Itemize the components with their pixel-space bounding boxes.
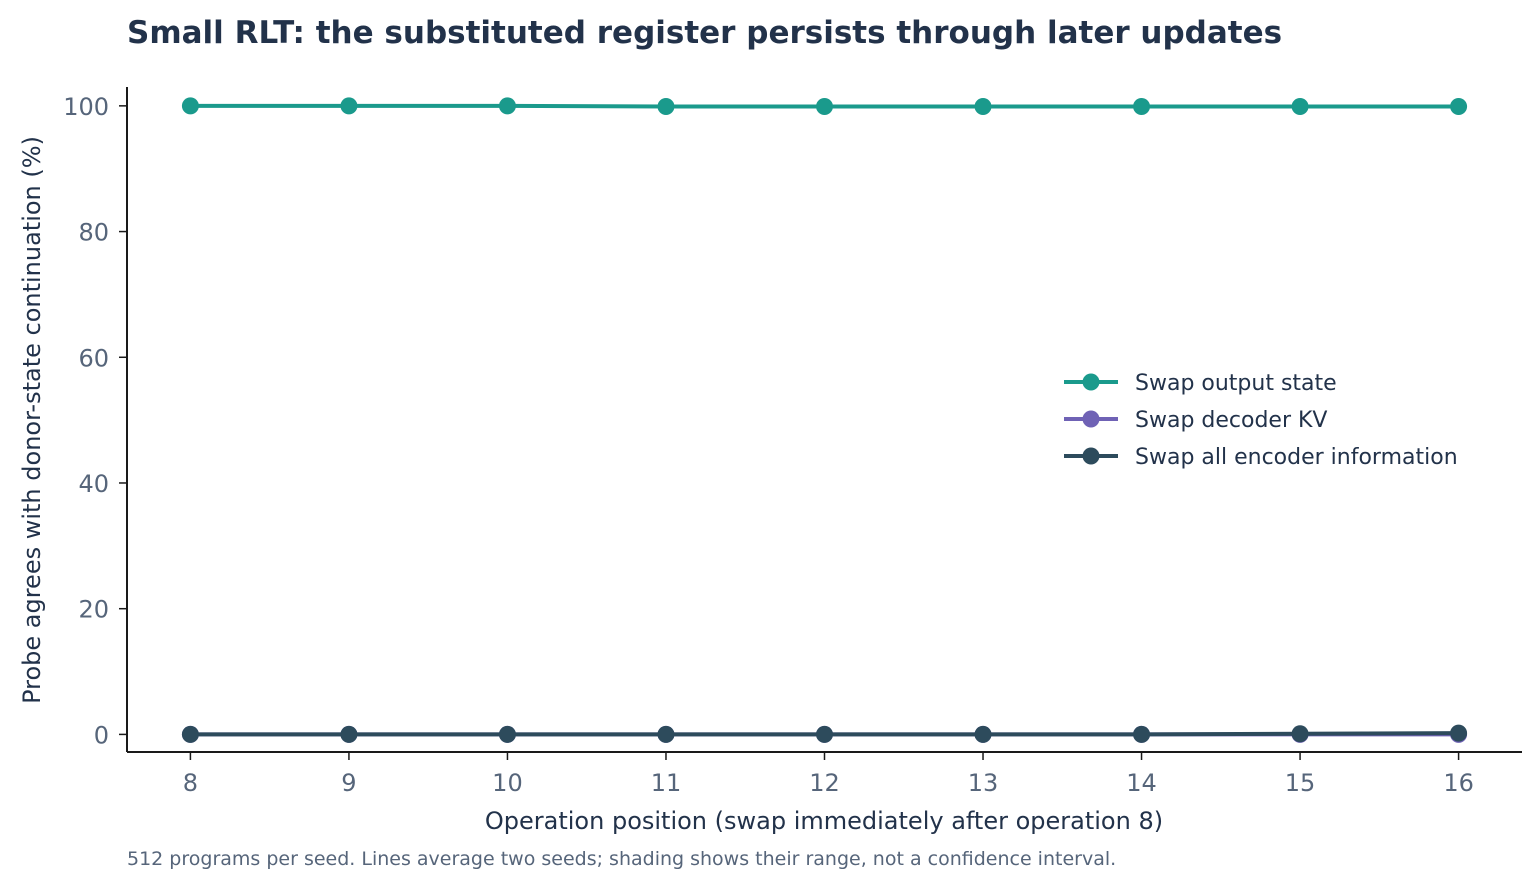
legend-swatch-marker <box>1082 373 1100 391</box>
legend-swatch-marker <box>1082 447 1100 465</box>
data-point <box>1133 725 1151 743</box>
y-tick-label: 20 <box>78 596 109 624</box>
chart-title: Small RLT: the substituted register pers… <box>127 15 1282 51</box>
x-tick-label: 8 <box>183 769 198 797</box>
data-point <box>498 725 516 743</box>
x-tick-label: 12 <box>809 769 840 797</box>
legend: Swap output state Swap decoder KV Swap all… <box>1064 371 1458 470</box>
legend-label: Swap output state <box>1135 371 1337 396</box>
y-ticks: 0 20 40 60 80 100 <box>63 93 127 749</box>
series-2 <box>181 724 1468 743</box>
legend-item: Swap output state <box>1064 371 1337 396</box>
data-point <box>974 725 992 743</box>
data-point <box>657 725 675 743</box>
x-tick-label: 11 <box>651 769 682 797</box>
data-point <box>816 725 833 743</box>
legend-swatch-marker <box>1082 410 1100 428</box>
x-tick-label: 15 <box>1285 769 1316 797</box>
x-axis-label: Operation position (swap immediately aft… <box>485 807 1163 835</box>
data-point <box>1291 97 1309 115</box>
data-point <box>340 725 358 743</box>
legend-label: Swap all encoder information <box>1135 445 1458 470</box>
data-point <box>340 97 358 115</box>
y-tick-label: 60 <box>78 344 109 372</box>
data-point <box>1450 724 1468 742</box>
x-tick-label: 13 <box>968 769 999 797</box>
series-0 <box>181 97 1468 115</box>
x-tick-label: 9 <box>341 769 356 797</box>
y-tick-label: 0 <box>94 721 109 749</box>
series-layer <box>181 97 1468 743</box>
data-point <box>181 97 199 115</box>
data-point <box>181 725 199 743</box>
y-tick-label: 40 <box>78 470 109 498</box>
y-tick-label: 100 <box>63 93 109 121</box>
x-ticks: 8 9 10 11 12 13 14 15 16 <box>183 752 1474 797</box>
x-tick-label: 16 <box>1443 769 1474 797</box>
y-tick-label: 80 <box>78 219 109 247</box>
data-point <box>657 97 675 115</box>
data-point <box>498 97 516 115</box>
x-tick-label: 14 <box>1126 769 1157 797</box>
data-point <box>974 97 992 115</box>
legend-item: Swap decoder KV <box>1064 408 1327 433</box>
data-point <box>816 97 833 115</box>
footnote: 512 programs per seed. Lines average two… <box>127 848 1116 870</box>
data-point <box>1133 97 1151 115</box>
legend-item: Swap all encoder information <box>1064 445 1458 470</box>
data-point <box>1450 97 1468 115</box>
data-point <box>1291 725 1309 743</box>
y-axis-label: Probe agrees with donor-state continuati… <box>18 136 46 704</box>
x-tick-label: 10 <box>492 769 523 797</box>
legend-label: Swap decoder KV <box>1135 408 1327 433</box>
